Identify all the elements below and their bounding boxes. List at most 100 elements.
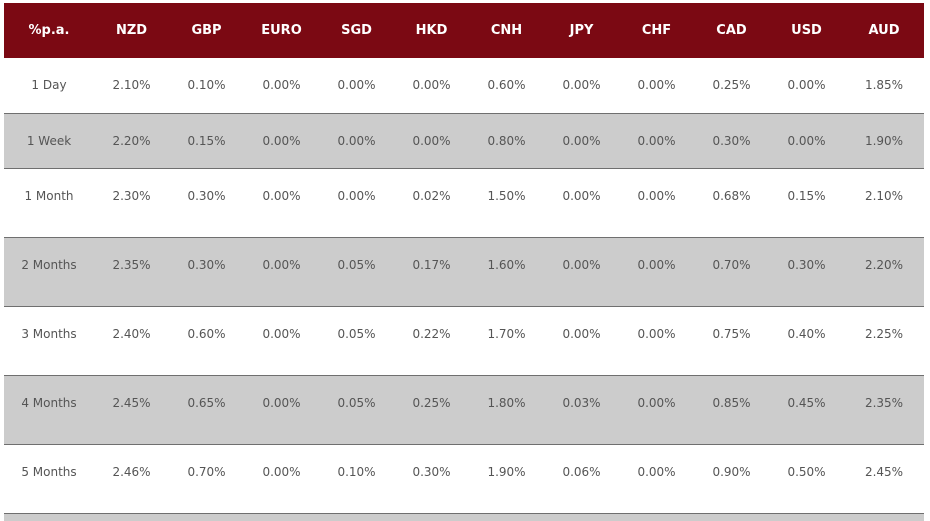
rate-cell: 0.90% xyxy=(694,443,769,513)
rate-cell: 1.90% xyxy=(469,443,544,513)
rate-cell: 0.30% xyxy=(694,112,769,168)
header-currency-nzd: NZD xyxy=(115,23,148,38)
rate-cell: 0.00% xyxy=(412,78,451,92)
rate-cell: 0.45% xyxy=(769,374,844,444)
period-cell: 5 Months xyxy=(4,443,94,513)
rate-cell: 0.00% xyxy=(319,167,394,237)
rate-cell: 2.20% xyxy=(94,112,169,168)
table-row: 2 Months 2.35% 0.30% 0.00% 0.05% 0.17% 1… xyxy=(4,236,924,306)
header-currency-euro: EURO xyxy=(261,23,302,38)
rate-cell: 0.00% xyxy=(262,78,301,92)
rate-cell: 2.10% xyxy=(844,167,924,237)
rate-cell: 2.30% xyxy=(94,167,169,237)
rate-cell: 0.00% xyxy=(562,78,601,92)
rate-cell: 2.46% xyxy=(94,443,169,513)
header-currency-cad: CAD xyxy=(716,23,747,38)
rate-cell: 0.00% xyxy=(619,167,694,237)
rate-cell: 2.20% xyxy=(844,236,924,306)
table-row: 1 Month 2.30% 0.30% 0.00% 0.00% 0.02% 1.… xyxy=(4,167,924,237)
rate-cell: 2.40% xyxy=(94,305,169,375)
interest-rates-table: %p.a. NZD GBP EURO SGD HKD CNH JPY CHF C… xyxy=(4,3,924,521)
period-cell: 1 Day xyxy=(31,78,67,92)
rate-cell: 0.80% xyxy=(469,112,544,168)
rate-cell: 0.00% xyxy=(244,167,319,237)
rate-cell: 1.50% xyxy=(469,167,544,237)
rate-cell: 0.00% xyxy=(544,305,619,375)
period-cell: 2 Months xyxy=(4,236,94,306)
interest-rates-table-container: %p.a. NZD GBP EURO SGD HKD CNH JPY CHF C… xyxy=(4,3,924,521)
header-currency-gbp: GBP xyxy=(191,23,222,38)
period-cell: 1 Month xyxy=(4,167,94,237)
rate-cell: 0.00% xyxy=(337,78,376,92)
rate-cell: 0.15% xyxy=(169,112,244,168)
rate-cell: 0.40% xyxy=(769,305,844,375)
rate-cell: 0.06% xyxy=(544,443,619,513)
rate-cell: 0.70% xyxy=(694,236,769,306)
rate-cell: 0.00% xyxy=(619,443,694,513)
rate-cell: 0.70% xyxy=(169,443,244,513)
rate-cell: 0.02% xyxy=(394,167,469,237)
rate-cell: 0.00% xyxy=(619,305,694,375)
rate-cell: 0.30% xyxy=(169,167,244,237)
rate-cell: 1.85% xyxy=(864,78,904,92)
table-row: 4 Months 2.45% 0.65% 0.00% 0.05% 0.25% 1… xyxy=(4,374,924,444)
table-row-partial xyxy=(4,512,924,521)
period-cell: 1 Week xyxy=(4,112,94,168)
header-currency-hkd: HKD xyxy=(415,23,448,38)
rate-cell: 0.05% xyxy=(319,374,394,444)
rate-cell: 0.00% xyxy=(544,236,619,306)
rate-cell: 0.17% xyxy=(394,236,469,306)
table-row: 1 Week 2.20% 0.15% 0.00% 0.00% 0.00% 0.8… xyxy=(4,112,924,168)
rate-cell: 2.35% xyxy=(844,374,924,444)
rate-cell: 0.00% xyxy=(244,374,319,444)
rate-cell: 1.80% xyxy=(469,374,544,444)
header-currency-cnh: CNH xyxy=(490,23,523,38)
rate-cell: 0.00% xyxy=(769,112,844,168)
table-row: 1 Day 2.10% 0.10% 0.00% 0.00% 0.00% 0.60… xyxy=(4,58,924,113)
rate-cell: 0.10% xyxy=(319,443,394,513)
table-row: 5 Months 2.46% 0.70% 0.00% 0.10% 0.30% 1… xyxy=(4,443,924,513)
rate-cell: 0.65% xyxy=(169,374,244,444)
rate-cell: 2.45% xyxy=(844,443,924,513)
header-currency-jpy: JPY xyxy=(569,23,594,38)
rate-cell: 0.00% xyxy=(244,112,319,168)
rate-cell: 0.00% xyxy=(637,78,676,92)
rate-cell: 0.00% xyxy=(244,236,319,306)
header-currency-chf: CHF xyxy=(641,23,672,38)
rate-cell: 0.25% xyxy=(712,78,751,92)
rate-cell: 0.68% xyxy=(694,167,769,237)
rate-cell: 0.00% xyxy=(619,112,694,168)
rate-cell: 0.05% xyxy=(319,305,394,375)
rate-cell: 0.00% xyxy=(787,78,826,92)
rate-cell: 1.60% xyxy=(469,236,544,306)
rate-cell: 0.00% xyxy=(544,167,619,237)
rate-cell: 0.00% xyxy=(619,236,694,306)
header-currency-aud: AUD xyxy=(868,23,900,38)
rate-cell: 0.10% xyxy=(187,78,226,92)
rate-cell: 2.10% xyxy=(112,78,151,92)
rate-cell: 0.00% xyxy=(394,112,469,168)
rate-cell: 0.25% xyxy=(394,374,469,444)
period-cell: 3 Months xyxy=(4,305,94,375)
rate-cell: 2.45% xyxy=(94,374,169,444)
rate-cell: 0.60% xyxy=(487,78,526,92)
header-rate-label: %p.a. xyxy=(28,23,70,38)
rate-cell: 0.30% xyxy=(394,443,469,513)
table-header-row: %p.a. NZD GBP EURO SGD HKD CNH JPY CHF C… xyxy=(4,3,924,58)
rate-cell: 1.70% xyxy=(469,305,544,375)
rate-cell: 1.90% xyxy=(844,112,924,168)
rate-cell: 2.35% xyxy=(94,236,169,306)
table-row: 3 Months 2.40% 0.60% 0.00% 0.05% 0.22% 1… xyxy=(4,305,924,375)
rate-cell: 0.30% xyxy=(769,236,844,306)
header-currency-sgd: SGD xyxy=(341,23,372,38)
rate-cell: 0.15% xyxy=(769,167,844,237)
rate-cell: 0.00% xyxy=(619,374,694,444)
rate-cell: 0.60% xyxy=(169,305,244,375)
rate-cell: 2.25% xyxy=(844,305,924,375)
rate-cell: 0.75% xyxy=(694,305,769,375)
rate-cell: 0.50% xyxy=(769,443,844,513)
rate-cell: 0.85% xyxy=(694,374,769,444)
header-currency-usd: USD xyxy=(791,23,822,38)
rate-cell: 0.00% xyxy=(244,443,319,513)
partial-row-cell xyxy=(4,512,924,521)
